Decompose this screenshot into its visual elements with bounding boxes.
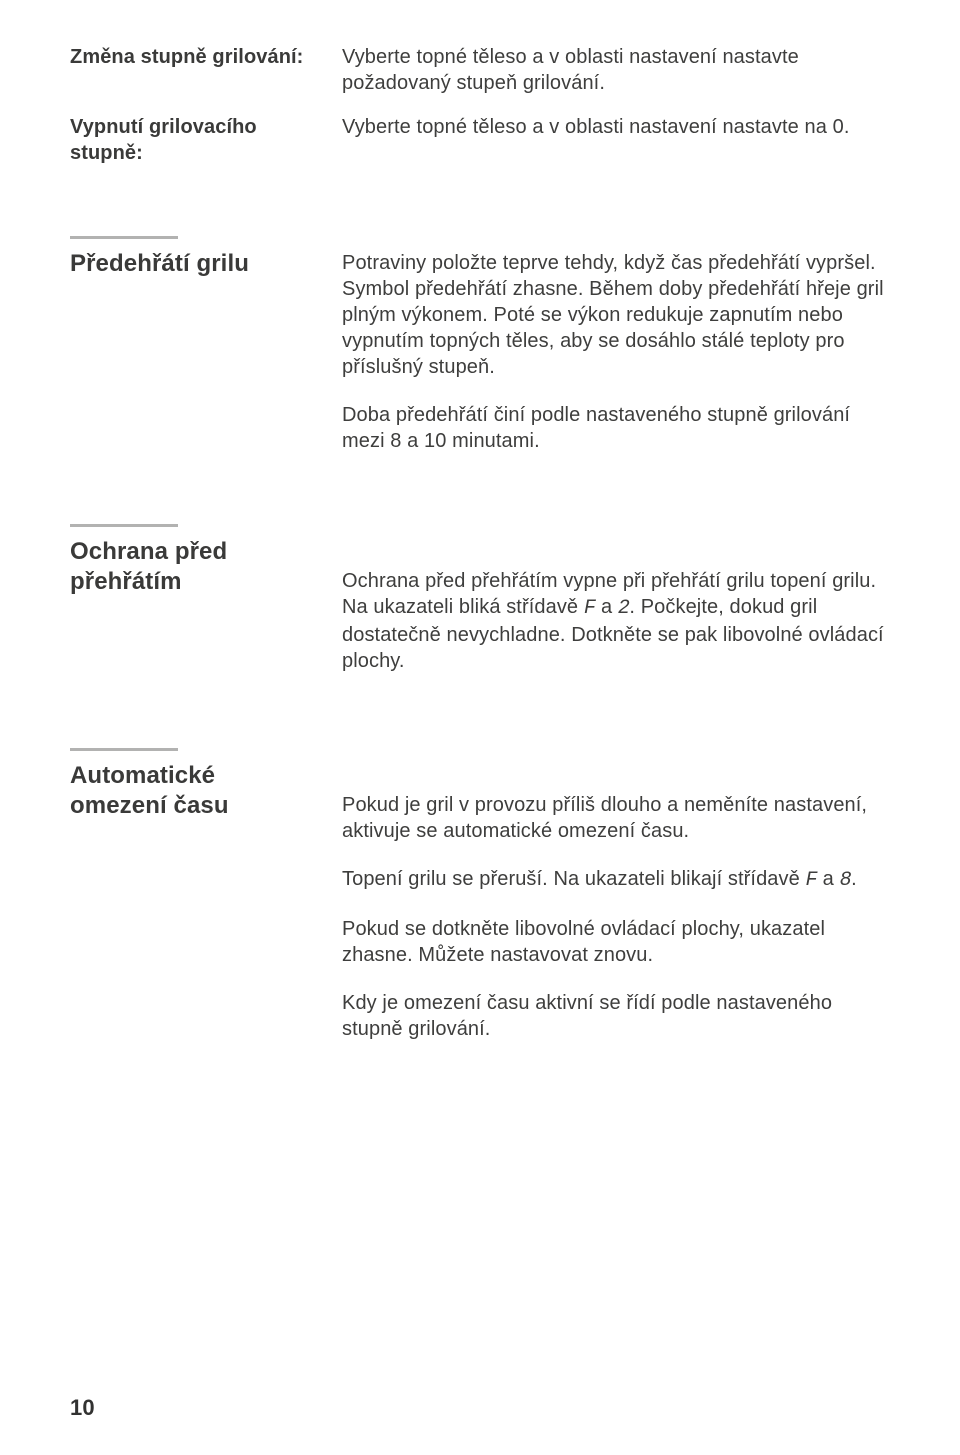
row-change-level: Změna stupně grilování: Vyberte topné tě… <box>70 44 890 96</box>
section-overheat: Ochrana před přehřátím Ochrana před přeh… <box>70 524 890 674</box>
heading-overheat-l1: Ochrana před <box>70 538 227 565</box>
timelimit-p4: Kdy je omezení času aktivní se řídí podl… <box>342 990 890 1042</box>
body-overheat: Ochrana před přehřátím vypne při přehřát… <box>342 524 890 674</box>
section-preheat: Předehřátí grilu Potraviny položte teprv… <box>70 236 890 454</box>
timelimit-p2-b: a <box>817 868 840 890</box>
term-off-level-l1: Vypnutí grilovacího <box>70 116 257 138</box>
timelimit-p2-a: Topení grilu se přeruší. Na ukazateli bl… <box>342 868 806 890</box>
spacer <box>342 380 890 402</box>
spacer <box>70 692 890 748</box>
body-preheat: Potraviny položte teprve tehdy, když čas… <box>342 236 890 454</box>
spacer <box>342 968 890 990</box>
heading-timelimit: Automatické omezení času <box>70 761 318 821</box>
heading-overheat-l2: přehřátím <box>70 568 182 595</box>
heading-timelimit-l2: omezení času <box>70 792 229 819</box>
manual-page: Změna stupně grilování: Vyberte topné tě… <box>0 0 960 1455</box>
spacer <box>70 184 890 236</box>
preheat-p1: Potraviny položte teprve tehdy, když čas… <box>342 250 890 380</box>
timelimit-p3: Pokud se dotkněte libovolné ovládací plo… <box>342 916 890 968</box>
timelimit-p2-c: . <box>851 868 857 890</box>
term-change-level: Změna stupně grilování: <box>70 44 342 70</box>
timelimit-p1: Pokud je gril v provozu příliš dlouho a … <box>342 792 890 844</box>
heading-col-preheat: Předehřátí grilu <box>70 236 342 279</box>
body-timelimit: Pokud je gril v provozu příliš dlouho a … <box>342 748 890 1042</box>
text-off-level: Vyberte topné těleso a v oblasti nastave… <box>342 114 890 140</box>
overheat-p1: Ochrana před přehřátím vypne při přehřát… <box>342 568 890 674</box>
row-off-level: Vypnutí grilovacího stupně: Vyberte topn… <box>70 114 890 166</box>
heading-overheat: Ochrana před přehřátím <box>70 537 318 597</box>
page-number: 10 <box>70 1395 95 1421</box>
section-timelimit: Automatické omezení času Pokud je gril v… <box>70 748 890 1042</box>
spacer <box>342 894 890 916</box>
heading-col-timelimit: Automatické omezení času <box>70 748 342 821</box>
preheat-p2: Doba předehřátí činí podle nastaveného s… <box>342 402 890 454</box>
heading-timelimit-l1: Automatické <box>70 762 215 789</box>
display-glyph-f: F <box>806 869 818 892</box>
timelimit-p2: Topení grilu se přeruší. Na ukazateli bl… <box>342 866 890 894</box>
heading-col-overheat: Ochrana před přehřátím <box>70 524 342 597</box>
term-off-level: Vypnutí grilovacího stupně: <box>70 114 342 166</box>
section-rule <box>70 236 178 239</box>
overheat-p1-b: a <box>595 596 618 618</box>
display-glyph-2: 2 <box>618 597 630 620</box>
spacer <box>70 472 890 524</box>
display-glyph-8: 8 <box>840 869 852 892</box>
term-off-level-l2: stupně: <box>70 142 143 164</box>
spacer <box>342 844 890 866</box>
section-rule <box>70 748 178 751</box>
section-rule <box>70 524 178 527</box>
heading-preheat: Předehřátí grilu <box>70 249 318 279</box>
text-change-level: Vyberte topné těleso a v oblasti nastave… <box>342 44 890 96</box>
display-glyph-f: F <box>584 597 596 620</box>
